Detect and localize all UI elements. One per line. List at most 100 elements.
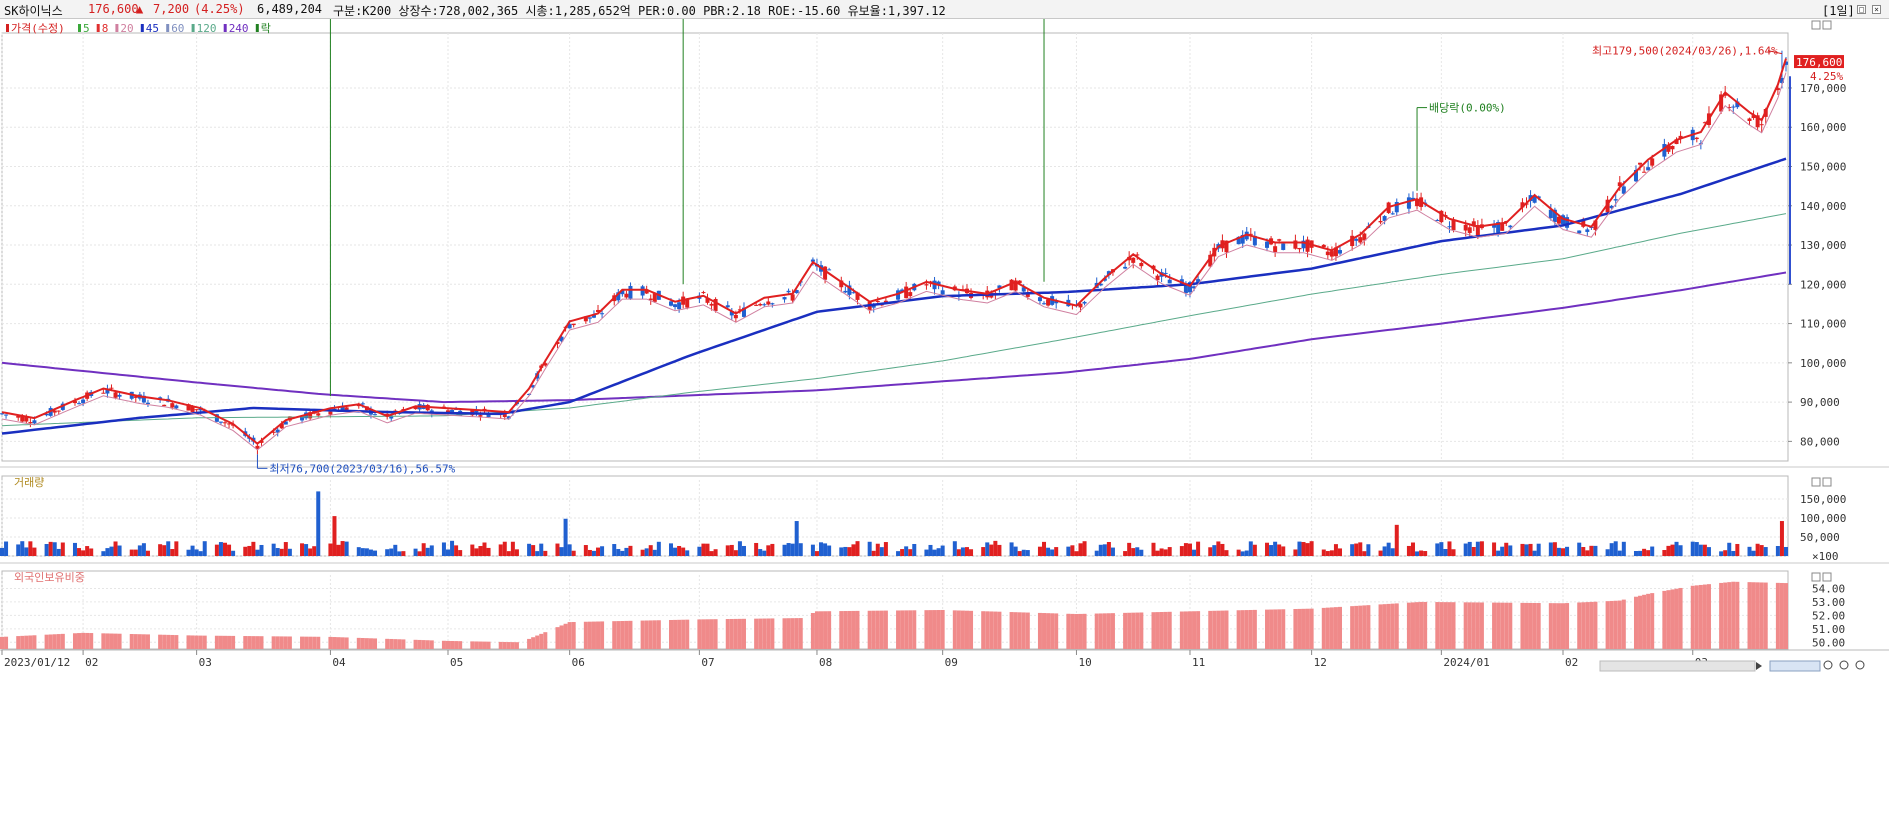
maximize-icon[interactable]: □ bbox=[1857, 5, 1866, 14]
foreign-ratio-bar bbox=[1467, 602, 1472, 649]
period-selector[interactable]: [1일] bbox=[1822, 4, 1855, 18]
foreign-ratio-bar bbox=[1037, 612, 1042, 649]
volume-bar bbox=[794, 521, 799, 556]
foreign-ratio-bar bbox=[186, 635, 191, 649]
candle-body bbox=[16, 415, 21, 418]
candle-body bbox=[1702, 122, 1707, 124]
foreign-ratio-bar bbox=[1447, 602, 1452, 649]
foreign-ratio-bar bbox=[312, 636, 317, 649]
panel-maximize-icon[interactable] bbox=[1811, 20, 1821, 30]
volume-bar bbox=[847, 547, 852, 556]
foreign-ratio-bar bbox=[677, 619, 682, 649]
candle-body bbox=[1037, 297, 1042, 302]
scroll-right-icon[interactable] bbox=[1756, 662, 1762, 670]
volume-bar bbox=[413, 548, 418, 556]
volume-bar bbox=[1451, 549, 1456, 556]
zoom-reset-icon[interactable] bbox=[1855, 660, 1865, 670]
volume-bar bbox=[1735, 543, 1740, 556]
foreign-ratio-bar bbox=[786, 618, 791, 649]
panel-close-icon[interactable] bbox=[1822, 20, 1832, 30]
volume-bar bbox=[1329, 550, 1334, 556]
foreign-ratio-bar bbox=[847, 610, 852, 649]
panel-maximize-icon[interactable] bbox=[1811, 572, 1821, 582]
candle-body bbox=[1390, 213, 1395, 215]
foreign-ratio-bar bbox=[616, 621, 621, 649]
foreign-ratio-bar bbox=[1410, 602, 1415, 649]
foreign-ratio-bar bbox=[474, 641, 479, 649]
volume-bar bbox=[1751, 550, 1756, 556]
foreign-ratio-bar bbox=[1524, 602, 1529, 649]
scrollbar-track[interactable] bbox=[1599, 660, 1756, 672]
foreign-ratio-bar bbox=[385, 638, 390, 649]
candle-body bbox=[162, 404, 167, 407]
volume-bar bbox=[786, 543, 791, 556]
candle-body bbox=[1135, 254, 1140, 256]
zoom-slider[interactable] bbox=[1769, 660, 1821, 672]
candle-body bbox=[640, 286, 645, 296]
volume-bar bbox=[223, 542, 227, 556]
zoom-out-icon[interactable] bbox=[1823, 660, 1833, 670]
foreign-ratio-bar bbox=[989, 611, 994, 649]
volume-bar bbox=[308, 548, 313, 556]
volume-bar bbox=[1208, 547, 1213, 556]
volume-bar bbox=[129, 549, 134, 556]
volume-bar bbox=[1719, 551, 1724, 556]
foreign-ratio-bar bbox=[1492, 602, 1497, 649]
x-tick-label: 05 bbox=[450, 656, 463, 669]
volume-bar bbox=[981, 547, 986, 556]
ma120-line bbox=[1, 213, 1787, 427]
candle-body bbox=[1017, 280, 1022, 284]
foreign-ratio-bar bbox=[1552, 603, 1557, 649]
foreign-ratio-bar bbox=[1070, 613, 1075, 649]
foreign-ratio-bar bbox=[393, 639, 398, 649]
foreign-ratio-bar bbox=[1131, 612, 1136, 649]
panel-maximize-icon[interactable] bbox=[1811, 477, 1821, 487]
foreign-ratio-bar bbox=[1698, 584, 1703, 649]
candle-body bbox=[587, 317, 592, 319]
foreign-ratio-bar bbox=[1106, 613, 1111, 649]
foreign-ratio-bar bbox=[652, 620, 657, 649]
candle-body bbox=[109, 387, 114, 389]
volume-bar bbox=[669, 543, 673, 556]
volume-bar bbox=[510, 541, 515, 556]
panel-close-icon[interactable] bbox=[1822, 477, 1832, 487]
foreign-ratio-bar bbox=[1561, 603, 1565, 649]
volume-bar bbox=[681, 547, 686, 556]
foreign-ratio-bar bbox=[158, 634, 163, 649]
volume-bar bbox=[227, 544, 232, 556]
candle-body bbox=[1439, 210, 1444, 223]
close-icon[interactable]: × bbox=[1872, 5, 1881, 14]
foreign-ratio-bar bbox=[1135, 612, 1140, 649]
volume-bar bbox=[932, 549, 937, 556]
foreign-ratio-bar bbox=[223, 635, 227, 649]
volume-bar bbox=[1183, 543, 1188, 556]
volume-bar bbox=[814, 551, 819, 556]
x-tick-label: 07 bbox=[701, 656, 714, 669]
panel-close-icon[interactable] bbox=[1822, 572, 1832, 582]
foreign-ratio-bar bbox=[782, 618, 787, 649]
candle-body bbox=[1415, 199, 1420, 207]
volume-bar bbox=[1321, 549, 1326, 556]
foreign-ratio-bar bbox=[827, 611, 832, 649]
volume-bar bbox=[782, 544, 787, 556]
candle-body bbox=[839, 280, 844, 288]
volume-bar bbox=[1577, 542, 1582, 556]
foreign-ratio-bar bbox=[279, 636, 284, 649]
candle-body bbox=[1354, 238, 1359, 241]
candle-body bbox=[328, 411, 333, 415]
zoom-in-icon[interactable] bbox=[1839, 660, 1849, 670]
volume-bar bbox=[458, 550, 463, 556]
candle-body bbox=[782, 297, 787, 300]
volume-bar bbox=[1240, 551, 1245, 556]
foreign-ratio-bar bbox=[1050, 613, 1055, 649]
foreign-ratio-bar bbox=[1723, 582, 1728, 649]
volume-bar bbox=[1755, 543, 1760, 556]
volume-bar bbox=[1163, 549, 1168, 556]
foreign-ratio-bar bbox=[1309, 608, 1314, 649]
candle-body bbox=[705, 298, 710, 303]
candle-body bbox=[316, 413, 321, 416]
foreign-ratio-bar bbox=[401, 639, 406, 649]
candle-body bbox=[1139, 262, 1144, 267]
foreign-ratio-bar bbox=[1759, 582, 1764, 649]
price-tick-label: 130,000 bbox=[1800, 239, 1846, 252]
